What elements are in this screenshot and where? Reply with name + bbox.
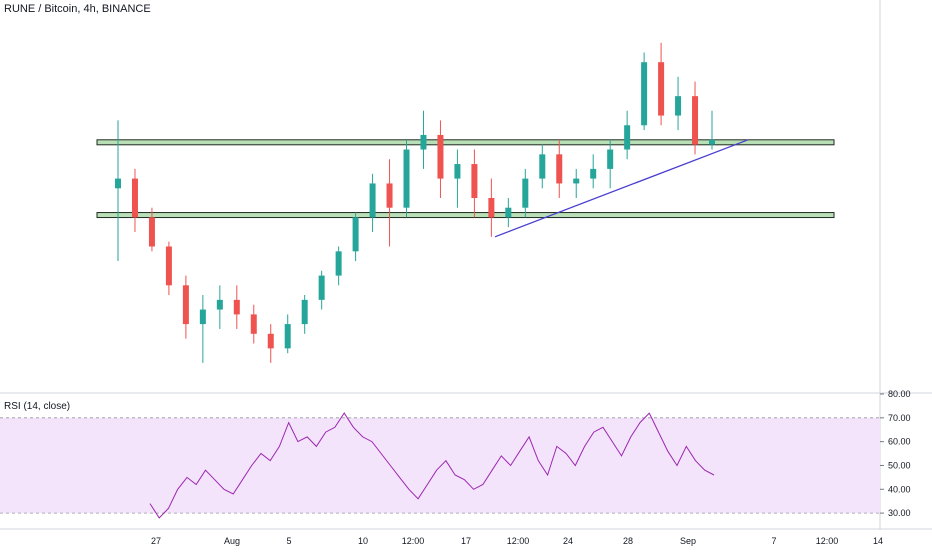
candle-body [131, 178, 138, 218]
time-axis-label: 12:00 [507, 536, 530, 546]
time-axis-label: 10 [358, 536, 368, 546]
candle-body [216, 299, 223, 310]
candle-body [556, 154, 563, 184]
candle-body [471, 164, 478, 198]
candle-body [641, 62, 648, 126]
candle-body [454, 164, 461, 179]
time-axis-label: 14 [873, 536, 883, 546]
time-axis-label: Aug [224, 536, 240, 546]
rsi-axis-label: 40.00 [888, 484, 911, 494]
support-zone-2 [96, 212, 835, 219]
candle-body [284, 324, 291, 349]
time-axis-label: Sep [680, 536, 696, 546]
candle-body [658, 62, 665, 116]
time-axis-label: 5 [286, 536, 291, 546]
rsi-axis-label: 60.00 [888, 437, 911, 447]
candle-body [267, 333, 274, 349]
candle-body [505, 207, 512, 218]
candle-body [573, 178, 580, 184]
candle-body [148, 217, 155, 247]
candle-body [522, 178, 529, 208]
candle-body [437, 134, 444, 179]
candle-body [182, 285, 189, 325]
candle-body [386, 183, 393, 208]
rsi-axis-label: 30.00 [888, 508, 911, 518]
candle-body [352, 217, 359, 252]
candle-body [318, 275, 325, 300]
candle-body [199, 309, 206, 325]
candle-body [624, 125, 631, 150]
candle-body [115, 178, 121, 189]
time-axis-label: 24 [563, 536, 573, 546]
time-axis-label: 27 [151, 536, 161, 546]
time-axis-label: 12:00 [816, 536, 839, 546]
candle-body [675, 96, 682, 116]
time-axis-label: 12:00 [402, 536, 425, 546]
trendline [494, 139, 749, 238]
chart-title: RUNE / Bitcoin, 4h, BINANCE [4, 3, 151, 15]
candle-body [607, 149, 614, 169]
rsi-axis-label: 80.00 [888, 389, 911, 399]
time-axis-label: 7 [771, 536, 776, 546]
time-axis-label: 17 [461, 536, 471, 546]
candle-body [250, 314, 257, 334]
candle-body [233, 299, 240, 315]
rsi-line [149, 412, 715, 519]
candle-body [420, 134, 427, 150]
candle-body [335, 251, 342, 276]
candle-body [165, 246, 172, 286]
candle-body [488, 198, 495, 218]
candle-body [590, 168, 597, 179]
rsi-axis-label: 70.00 [888, 413, 911, 423]
candle-body [403, 149, 410, 208]
rsi-title: RSI (14, close) [4, 401, 71, 412]
support-zone-1 [96, 139, 835, 146]
time-axis-label: 28 [623, 536, 633, 546]
candle-body [369, 183, 376, 218]
candle-body [692, 96, 699, 145]
rsi-band [0, 417, 880, 514]
candle-body [539, 154, 546, 179]
candle-body [301, 299, 308, 325]
candle-body [709, 139, 715, 145]
rsi-axis-label: 50.00 [888, 460, 911, 470]
